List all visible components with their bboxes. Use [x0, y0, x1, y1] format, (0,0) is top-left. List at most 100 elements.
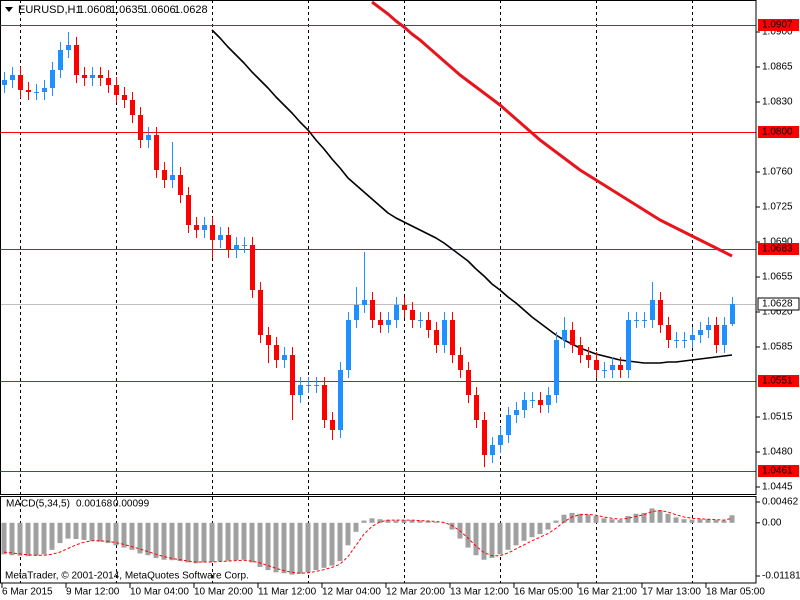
macd-bar — [657, 510, 663, 523]
macd-bar — [321, 522, 327, 568]
macd-bar — [225, 522, 231, 561]
macd-bar — [17, 522, 23, 556]
y-tick-label: 1.0620 — [762, 307, 793, 318]
candle-body — [658, 300, 663, 325]
macd-bar — [625, 516, 631, 523]
candle-body — [194, 225, 199, 230]
candle-body — [66, 45, 71, 50]
macd-bar — [689, 519, 695, 523]
macd-bar — [729, 515, 735, 523]
macd-bar — [617, 520, 623, 523]
candle-body — [650, 300, 655, 320]
macd-bar — [649, 508, 655, 523]
candle-body — [634, 320, 639, 321]
menu-arrow[interactable] — [5, 7, 13, 12]
macd-hist-value: 0.00168 — [76, 499, 113, 510]
y-tick-label: 1.0445 — [762, 482, 793, 493]
macd-bar — [73, 522, 79, 540]
candle-body — [210, 225, 215, 240]
x-tick-label: 9 Mar 12:00 — [66, 587, 120, 598]
macd-signal — [3, 510, 733, 574]
candle-body — [602, 370, 607, 371]
x-tick-label: 17 Mar 13:00 — [642, 587, 701, 598]
macd-bar — [305, 522, 311, 573]
ohlc-low: 1.0606 — [142, 4, 176, 16]
macd-bar — [553, 520, 559, 523]
macd-bar — [105, 522, 111, 544]
macd-bar — [545, 522, 551, 530]
macd-bar — [89, 522, 95, 541]
candle-body — [482, 420, 487, 455]
candle-body — [74, 45, 79, 75]
level-box — [758, 19, 799, 31]
candle-body — [546, 395, 551, 405]
macd-bar — [337, 522, 343, 562]
candle-body — [490, 445, 495, 455]
macd-bar — [441, 522, 447, 524]
candle-body — [434, 330, 439, 345]
macd-bar — [681, 519, 687, 523]
macd-bar — [209, 522, 215, 562]
candle-body — [306, 385, 311, 386]
macd-bar — [353, 522, 359, 532]
macd-bar — [1, 522, 7, 555]
macd-bar — [49, 522, 55, 550]
macd-bar — [665, 513, 671, 523]
candle-body — [2, 80, 7, 85]
macd-bar — [177, 522, 183, 562]
level-box — [758, 375, 799, 387]
macd-bar — [145, 522, 151, 556]
candle-body — [242, 245, 247, 246]
x-tick-label: 10 Mar 04:00 — [130, 587, 189, 598]
macd-bar — [129, 522, 135, 550]
candle-body — [106, 78, 111, 85]
candle-body — [458, 355, 463, 370]
macd-bar — [313, 522, 319, 571]
macd-bar — [137, 522, 143, 554]
candle-body — [522, 400, 527, 410]
macd-bar — [713, 520, 719, 523]
candle-body — [682, 340, 687, 341]
candle-body — [642, 320, 647, 321]
macd-bar — [561, 514, 567, 523]
macd-bar — [473, 522, 479, 556]
macd-bar — [609, 519, 615, 523]
candle-body — [338, 370, 343, 430]
macd-bar — [569, 512, 575, 523]
candle-body — [26, 90, 31, 92]
macd-bar — [57, 522, 63, 544]
candle-body — [698, 330, 703, 335]
macd-bar — [297, 522, 303, 574]
candle-body — [274, 345, 279, 360]
candle-body — [186, 195, 191, 225]
macd-bar — [161, 522, 167, 560]
y-tick-label: 1.0830 — [762, 97, 793, 108]
macd-bar — [81, 522, 87, 540]
candle-body — [418, 320, 423, 321]
candle-body — [594, 360, 599, 370]
level-label: 1.0683 — [762, 244, 793, 255]
y-tick-label: 1.0760 — [762, 167, 793, 178]
macd-bar — [217, 522, 223, 562]
macd-bar — [425, 521, 431, 523]
x-tick-label: 16 Mar 21:00 — [578, 587, 637, 598]
macd-bar — [705, 519, 711, 523]
macd-bar — [265, 522, 271, 571]
candle-body — [506, 415, 511, 435]
macd-title: MACD(5,34,5) — [6, 499, 70, 510]
macd-bar — [121, 522, 127, 548]
symbol: EURUSD,H1 — [18, 4, 82, 16]
macd-bar — [345, 522, 351, 546]
moving-average — [371, 0, 733, 258]
macd-bar — [393, 520, 399, 523]
macd-bar — [169, 522, 175, 561]
candle-body — [610, 365, 615, 370]
macd-bar — [233, 522, 239, 561]
macd-bar — [281, 522, 287, 574]
candle-body — [394, 305, 399, 320]
macd-bar — [721, 520, 727, 523]
level-label: 1.0461 — [762, 466, 793, 477]
macd-bar — [489, 522, 495, 558]
level-label: 1.0800 — [762, 127, 793, 138]
